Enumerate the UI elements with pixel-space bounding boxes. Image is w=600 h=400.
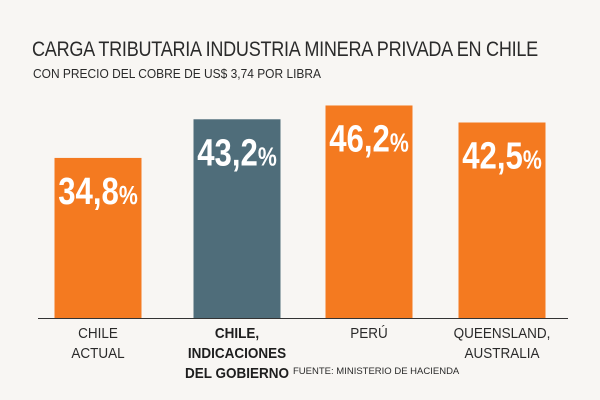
chart-subtitle: CON PRECIO DEL COBRE DE US$ 3,74 POR LIB…	[33, 66, 322, 81]
bar-2	[193, 119, 281, 318]
bar-3	[325, 105, 413, 318]
category-label-4: QUEENSLAND, AUSTRALIA	[435, 324, 570, 364]
category-label-line: CHILE	[78, 325, 118, 342]
chart-title: CARGA TRIBUTARIA INDUSTRIA MINERA PRIVAD…	[32, 38, 538, 61]
category-label-line: DEL GOBIERNO	[184, 365, 290, 382]
category-label-1: CHILE ACTUAL	[31, 324, 166, 364]
bar-value-label-1: 34,8%	[58, 171, 138, 213]
category-label-3: PERÚ	[302, 324, 437, 344]
bar-value-label-4: 42,5%	[462, 136, 542, 178]
category-label-line: CHILE, INDICACIONES	[187, 325, 287, 362]
category-label-line: ACTUAL	[71, 345, 125, 362]
category-label-2: CHILE, INDICACIONES DEL GOBIERNO	[170, 324, 305, 384]
bar-value-label-3: 46,2%	[329, 119, 409, 161]
bar-4	[458, 122, 546, 318]
category-label-line: QUEENSLAND,	[453, 325, 551, 342]
category-label-line: AUSTRALIA	[464, 345, 540, 362]
source-note: FUENTE: MINISTERIO DE HACIENDA	[293, 366, 460, 377]
bar-value-label-2: 43,2%	[197, 132, 277, 174]
bar-1	[54, 157, 142, 318]
category-label-line: PERÚ	[350, 325, 388, 342]
